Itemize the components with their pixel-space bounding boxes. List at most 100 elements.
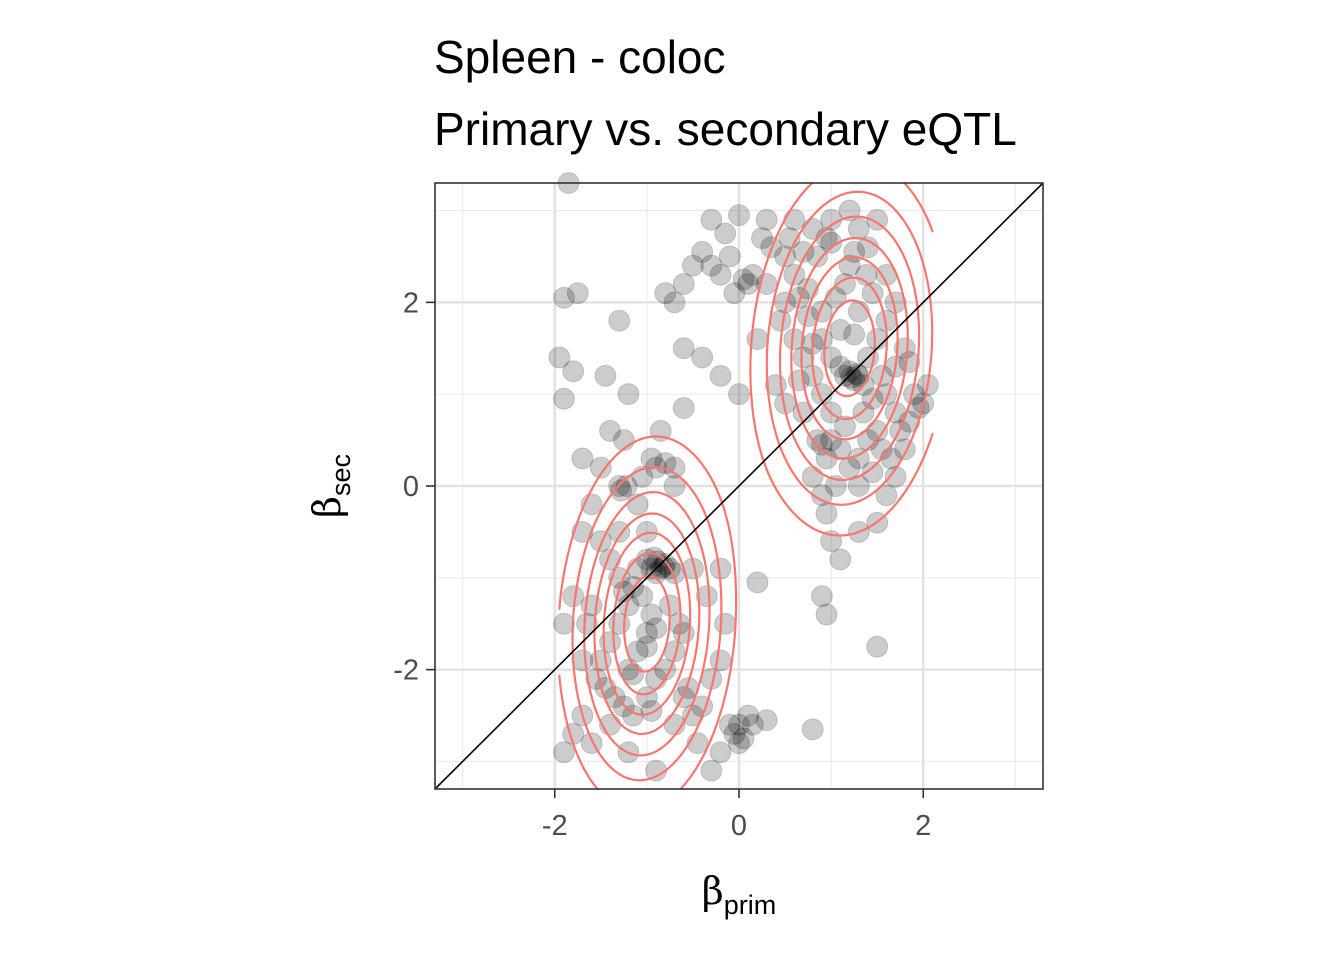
- data-point: [843, 369, 866, 392]
- density-contour: [571, 190, 934, 782]
- chart-title-line-1: Spleen - coloc: [434, 31, 726, 83]
- data-point: [635, 621, 658, 644]
- data-point: [783, 208, 806, 231]
- data-point: [755, 709, 778, 732]
- data-point: [663, 291, 686, 314]
- data-point: [875, 484, 898, 507]
- x-axis-title: βprim: [702, 869, 776, 920]
- data-point: [728, 204, 750, 227]
- data-point: [552, 387, 575, 410]
- y-axis-ticks: -2 0 2: [393, 287, 435, 687]
- data-point: [718, 713, 741, 736]
- y-tick-label: 2: [403, 287, 419, 319]
- data-point: [700, 254, 723, 277]
- data-point: [552, 741, 575, 764]
- data-point: [820, 208, 843, 231]
- data-point: [833, 364, 856, 387]
- data-point: [769, 309, 792, 332]
- data-point: [728, 713, 750, 736]
- data-point: [640, 557, 663, 580]
- data-point: [718, 245, 741, 268]
- data-point: [810, 300, 833, 323]
- data-point: [829, 318, 852, 341]
- data-point: [838, 360, 861, 383]
- data-point: [847, 300, 870, 323]
- data-point: [594, 364, 617, 387]
- density-contour: [583, 215, 921, 757]
- data-point: [723, 722, 746, 745]
- data-point: [709, 364, 732, 387]
- data-point: [843, 323, 866, 346]
- y-axis-subscript: sec: [326, 454, 356, 496]
- y-tick-label: -2: [393, 655, 419, 687]
- data-point: [806, 429, 829, 452]
- data-point: [783, 263, 806, 286]
- data-point: [732, 268, 755, 291]
- data-point: [847, 217, 870, 240]
- data-point: [691, 240, 714, 263]
- data-point: [820, 231, 843, 254]
- data-point: [646, 550, 669, 573]
- data-point: [700, 208, 723, 231]
- x-axis-symbol: β: [702, 869, 724, 913]
- data-point: [792, 346, 815, 369]
- data-point: [589, 530, 612, 553]
- data-point: [810, 433, 833, 456]
- data-point: [840, 366, 863, 389]
- data-point: [571, 447, 594, 470]
- chart-title-line-2: Primary vs. secondary eQTL: [434, 103, 1017, 155]
- data-point: [714, 222, 737, 245]
- data-point: [640, 447, 663, 470]
- data-point: [652, 555, 675, 578]
- density-contours: [558, 181, 934, 791]
- data-point: [852, 401, 875, 424]
- density-contour: [593, 236, 909, 736]
- data-point: [792, 240, 815, 263]
- data-point: [571, 520, 594, 543]
- data-point: [709, 649, 732, 672]
- data-point: [746, 571, 769, 594]
- data-point: [589, 456, 612, 479]
- data-point: [663, 456, 686, 479]
- data-point: [580, 732, 603, 755]
- identity-line: [434, 182, 1044, 790]
- data-point: [833, 415, 856, 438]
- data-point: [663, 475, 686, 497]
- y-axis-title: βsec: [305, 454, 356, 518]
- data-point: [845, 362, 868, 385]
- data-point: [866, 635, 889, 658]
- data-point: [838, 456, 861, 479]
- data-point: [741, 713, 764, 736]
- data-point: [806, 245, 829, 268]
- data-point: [700, 759, 723, 782]
- data-point: [635, 635, 658, 658]
- data-point: [829, 548, 852, 571]
- data-point: [548, 346, 571, 369]
- data-point: [801, 718, 824, 741]
- data-point: [815, 603, 838, 626]
- x-axis-ticks: -2 0 2: [542, 789, 931, 842]
- data-point: [829, 355, 852, 378]
- data-point: [866, 328, 889, 351]
- data-point: [610, 479, 633, 502]
- y-tick-label: 0: [403, 471, 419, 503]
- data-point: [810, 585, 833, 608]
- data-point: [751, 227, 774, 250]
- data-point: [562, 360, 585, 383]
- y-axis-symbol: β: [305, 496, 349, 518]
- data-point: [893, 337, 916, 360]
- data-point: [898, 351, 921, 374]
- data-point: [608, 309, 631, 332]
- data-point: [562, 585, 585, 608]
- data-point: [576, 612, 598, 635]
- data-point: [617, 383, 640, 406]
- x-tick-label: 2: [915, 810, 931, 842]
- plot-panel: [434, 172, 1044, 791]
- data-point: [571, 649, 594, 672]
- data-point: [645, 617, 668, 640]
- x-tick-label: 0: [731, 810, 747, 842]
- data-point: [672, 396, 695, 419]
- data-point: [566, 282, 589, 305]
- data-point: [631, 585, 654, 608]
